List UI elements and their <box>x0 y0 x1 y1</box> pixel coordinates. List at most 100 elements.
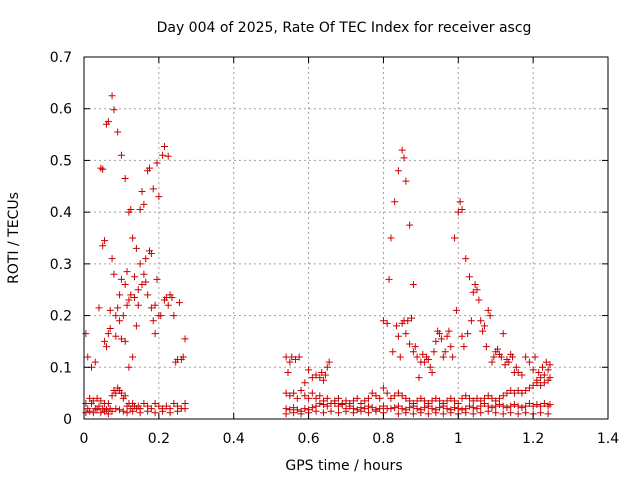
data-point <box>335 409 343 417</box>
data-point <box>406 404 414 412</box>
data-point <box>335 394 343 402</box>
data-point <box>443 397 451 405</box>
data-point <box>134 286 142 294</box>
data-point <box>376 394 384 402</box>
data-point <box>159 407 167 415</box>
data-point <box>342 397 350 405</box>
data-point <box>510 401 518 409</box>
data-point <box>110 270 118 278</box>
data-point <box>151 301 159 309</box>
data-point <box>316 399 324 407</box>
data-point <box>439 410 447 418</box>
data-point <box>102 406 110 414</box>
data-point <box>349 397 357 405</box>
data-point <box>540 371 548 379</box>
data-point <box>398 405 406 413</box>
data-point <box>383 319 391 327</box>
x-tick-label: 1.4 <box>597 431 619 447</box>
data-point <box>466 394 474 402</box>
data-point <box>408 314 415 322</box>
data-point <box>462 409 470 417</box>
data-point <box>529 366 537 374</box>
data-point <box>406 221 414 229</box>
y-tick-label: 0.2 <box>50 309 72 325</box>
data-point <box>129 234 137 242</box>
data-point <box>323 402 331 410</box>
data-point <box>426 363 434 371</box>
data-point <box>499 402 507 410</box>
data-point <box>308 404 316 412</box>
data-point <box>514 387 522 395</box>
data-point <box>138 187 146 195</box>
data-point <box>477 402 485 410</box>
data-point <box>97 164 105 172</box>
data-point <box>323 363 331 371</box>
data-point <box>514 402 522 410</box>
data-point <box>320 409 328 417</box>
data-point <box>436 330 444 338</box>
data-point <box>119 407 127 415</box>
y-tick-label: 0.5 <box>50 153 72 169</box>
data-point <box>424 356 432 364</box>
data-point <box>471 281 479 289</box>
data-point <box>97 397 105 405</box>
chart-title: Day 004 of 2025, Rate Of TEC Index for r… <box>157 20 532 36</box>
x-tick-label: 0 <box>80 431 89 447</box>
data-point <box>466 273 474 281</box>
data-point <box>539 363 546 371</box>
data-point <box>510 389 518 397</box>
data-point <box>391 392 399 400</box>
data-point <box>398 392 406 400</box>
data-point <box>140 270 148 278</box>
data-point <box>387 405 395 413</box>
data-point <box>121 337 129 345</box>
data-point <box>499 410 507 418</box>
data-point <box>537 409 545 417</box>
data-point <box>439 353 447 361</box>
data-point <box>400 154 408 162</box>
data-point <box>361 397 369 405</box>
data-point <box>308 389 316 397</box>
data-point <box>409 348 417 356</box>
data-point <box>136 206 144 214</box>
data-point <box>104 330 112 338</box>
data-point <box>379 402 387 410</box>
data-point <box>316 392 324 400</box>
data-point <box>320 401 328 409</box>
data-point <box>305 366 313 374</box>
data-point <box>522 409 530 417</box>
data-point <box>430 348 438 356</box>
data-point <box>417 394 425 402</box>
data-point <box>396 353 404 361</box>
data-point <box>114 304 122 312</box>
data-point <box>494 345 502 353</box>
data-point <box>379 384 387 392</box>
axes: 0 0.2 0.4 0.6 0.8 1 1.2 1.4 0 0.1 0.2 0.3 0.4 0.5 0.6 0… <box>50 50 619 447</box>
data-point <box>108 392 116 400</box>
data-point <box>101 337 109 345</box>
data-point <box>104 399 112 407</box>
data-point <box>443 405 451 413</box>
data-point <box>121 175 129 183</box>
data-point <box>353 406 361 414</box>
data-point <box>529 402 537 410</box>
data-point <box>112 332 120 340</box>
data-point <box>518 371 526 379</box>
data-point <box>110 106 118 114</box>
data-point <box>364 409 372 417</box>
data-point <box>417 409 425 417</box>
data-point <box>525 384 533 392</box>
data-point <box>318 368 326 376</box>
plot-frame <box>83 56 609 420</box>
data-point <box>108 92 116 100</box>
data-point <box>402 409 410 417</box>
data-point <box>424 410 432 418</box>
data-point <box>142 278 150 286</box>
data-point <box>522 402 530 410</box>
data-point <box>305 394 313 402</box>
data-point <box>428 368 436 376</box>
x-tick-label: 0.8 <box>372 431 394 447</box>
data-point <box>398 146 406 154</box>
data-point <box>108 255 116 263</box>
data-point <box>325 358 333 366</box>
